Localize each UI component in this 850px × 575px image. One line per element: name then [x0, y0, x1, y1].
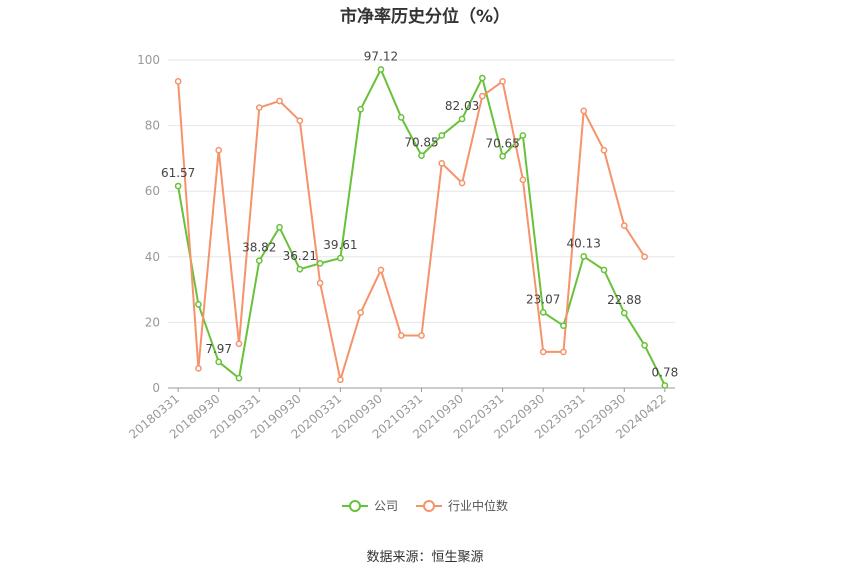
- data-point-1: [276, 97, 283, 105]
- data-point-1: [478, 92, 486, 100]
- data-point-1: [215, 146, 223, 154]
- data-point-0: [215, 358, 223, 366]
- data-point-1: [620, 222, 628, 229]
- data-point-0: [357, 105, 365, 113]
- data-point-0: [600, 266, 608, 274]
- data-label: 39.61: [323, 238, 357, 252]
- data-point-0: [580, 253, 588, 260]
- data-point-0: [397, 114, 405, 121]
- data-point-0: [235, 374, 243, 382]
- series-line-1: [177, 79, 646, 381]
- y-tick-label: 80: [145, 119, 160, 133]
- data-point-1: [458, 179, 466, 187]
- chart-title: 市净率历史分位（%）: [339, 7, 511, 27]
- data-point-1: [296, 117, 304, 125]
- data-point-0: [458, 115, 466, 123]
- data-point-0: [255, 257, 263, 265]
- data-point-1: [337, 376, 344, 384]
- source-note: 数据来源：恒生聚源: [366, 550, 484, 565]
- data-point-0: [539, 308, 547, 316]
- data-label: 40.13: [567, 236, 601, 250]
- data-point-1: [418, 332, 425, 339]
- legend-label-industry-median: 行业中位数: [448, 499, 509, 513]
- data-point-0: [438, 132, 446, 139]
- data-label: 7.97: [205, 342, 232, 356]
- data-point-1: [519, 176, 527, 184]
- y-tick-label: 60: [145, 184, 160, 198]
- data-point-0: [316, 260, 324, 267]
- data-point-0: [418, 152, 425, 159]
- data-point-0: [560, 322, 567, 330]
- legend-item-industry-median[interactable]: 行业中位数: [416, 497, 508, 514]
- data-label: 22.88: [607, 293, 641, 307]
- data-point-0: [174, 182, 182, 190]
- data-label: 61.57: [161, 166, 195, 180]
- y-tick-label: 100: [137, 53, 160, 67]
- data-label: 38.82: [242, 241, 276, 255]
- data-point-1: [357, 309, 365, 316]
- data-point-1: [499, 77, 506, 85]
- data-point-0: [519, 132, 527, 139]
- data-point-1: [195, 364, 202, 372]
- data-point-1: [235, 340, 243, 348]
- data-point-1: [580, 107, 588, 115]
- data-point-0: [620, 309, 628, 317]
- data-point-1: [560, 348, 567, 356]
- data-point-0: [478, 74, 486, 82]
- y-tick-label: 40: [145, 250, 160, 264]
- data-point-0: [337, 254, 344, 262]
- data-point-0: [296, 265, 304, 273]
- data-point-1: [641, 253, 648, 261]
- data-point-0: [661, 382, 669, 389]
- legend-swatch-industry-median: [416, 499, 442, 513]
- data-point-1: [255, 104, 263, 111]
- data-label: 23.07: [526, 292, 560, 306]
- data-point-1: [174, 77, 182, 85]
- data-label: 0.78: [652, 365, 679, 379]
- y-tick-label: 0: [152, 381, 160, 395]
- data-label: 70.65: [485, 136, 519, 150]
- data-label: 97.12: [364, 49, 398, 63]
- legend-item-company[interactable]: 公司: [341, 497, 398, 514]
- data-point-0: [641, 342, 648, 349]
- data-label: 82.03: [445, 99, 479, 113]
- data-point-1: [397, 332, 405, 339]
- data-point-0: [499, 152, 506, 160]
- data-point-1: [600, 146, 608, 154]
- data-label: 70.85: [404, 136, 438, 150]
- data-point-0: [276, 223, 283, 231]
- data-point-0: [377, 66, 385, 73]
- data-point-1: [377, 266, 385, 274]
- data-point-0: [195, 301, 202, 308]
- legend-label-company: 公司: [373, 499, 398, 513]
- data-point-1: [438, 159, 446, 167]
- legend: 公司 行业中位数: [0, 497, 850, 514]
- legend-swatch-company: [341, 499, 368, 513]
- data-point-1: [316, 279, 324, 287]
- y-tick-label: 20: [145, 315, 160, 329]
- data-point-1: [539, 348, 547, 356]
- data-label: 36.21: [283, 249, 317, 263]
